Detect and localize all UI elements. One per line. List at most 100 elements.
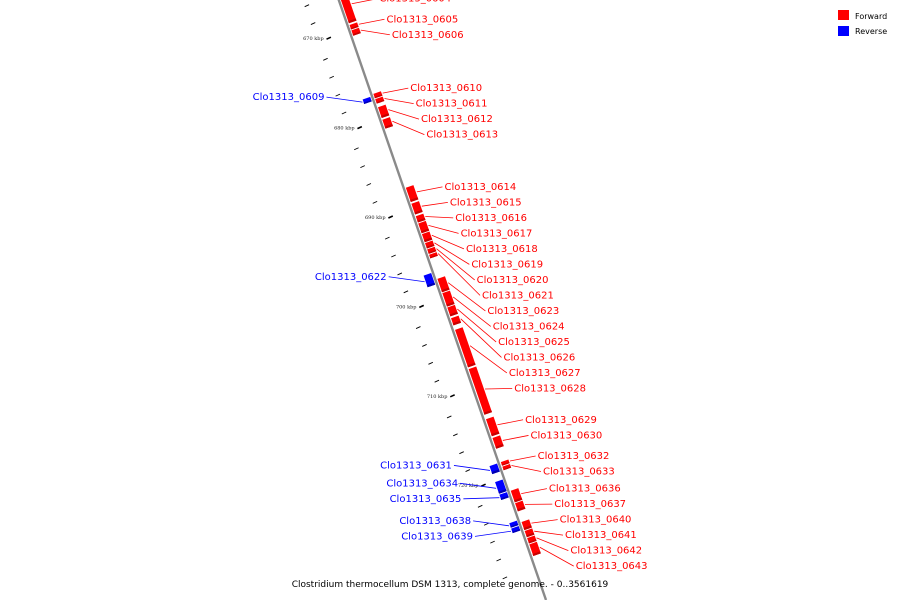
gene-label[interactable]: Clo1313_0614 bbox=[444, 182, 516, 193]
gene-block[interactable] bbox=[362, 96, 372, 105]
tick-label: 720 kbp bbox=[458, 483, 479, 489]
gene-shade bbox=[376, 99, 385, 104]
gene-shade bbox=[517, 506, 526, 512]
minor-tick bbox=[329, 75, 335, 79]
gene-label[interactable]: Clo1313_0637 bbox=[554, 499, 626, 510]
gene-block[interactable] bbox=[511, 526, 521, 534]
gene-label[interactable]: Clo1313_0624 bbox=[493, 321, 565, 332]
gene-block[interactable] bbox=[405, 185, 419, 202]
gene-block[interactable] bbox=[437, 276, 450, 293]
gene-label[interactable]: Clo1313_0641 bbox=[565, 530, 637, 541]
gene-label[interactable]: Clo1313_0626 bbox=[503, 352, 575, 363]
gene-shade bbox=[514, 497, 523, 503]
gene-block[interactable] bbox=[485, 416, 500, 437]
gene-label[interactable]: Clo1313_0617 bbox=[461, 228, 533, 239]
forward-swatch-icon bbox=[838, 10, 849, 20]
gene-label[interactable]: Clo1313_0629 bbox=[525, 415, 597, 426]
gene-block[interactable] bbox=[375, 96, 385, 104]
gene-label[interactable]: Clo1313_0610 bbox=[410, 83, 482, 94]
gene-label[interactable]: Clo1313_0634 bbox=[386, 478, 458, 489]
major-tick bbox=[480, 483, 486, 487]
gene-label[interactable]: Clo1313_0628 bbox=[514, 383, 586, 394]
gene-leader-line bbox=[358, 18, 385, 25]
minor-tick bbox=[422, 344, 427, 347]
legend-item-forward[interactable]: Forward bbox=[838, 10, 887, 21]
gene-label[interactable]: Clo1313_0640 bbox=[560, 515, 632, 526]
legend-label-reverse: Reverse bbox=[855, 27, 887, 36]
gene-block[interactable] bbox=[442, 290, 455, 307]
gene-label[interactable]: Clo1313_0630 bbox=[531, 430, 603, 441]
gene-label[interactable]: Clo1313_0606 bbox=[392, 30, 464, 41]
gene-block[interactable] bbox=[468, 366, 492, 415]
gene-leader-line bbox=[382, 87, 409, 94]
gene-label[interactable]: Clo1313_0621 bbox=[482, 290, 554, 301]
gene-shade bbox=[423, 237, 433, 243]
gene-label[interactable]: Clo1313_0615 bbox=[450, 197, 522, 208]
minor-tick bbox=[465, 469, 471, 472]
gene-shade bbox=[491, 469, 500, 475]
gene-label[interactable]: Clo1313_0623 bbox=[487, 306, 559, 317]
gene-block[interactable] bbox=[337, 0, 357, 24]
gene-label[interactable]: Clo1313_0627 bbox=[509, 368, 581, 379]
gene-label[interactable]: Clo1313_0609 bbox=[253, 92, 325, 103]
minor-tick bbox=[490, 540, 495, 544]
gene-block[interactable] bbox=[427, 246, 437, 254]
gene-leader-line bbox=[326, 96, 363, 103]
gene-label[interactable]: Clo1313_0622 bbox=[315, 272, 387, 283]
gene-label[interactable]: Clo1313_0616 bbox=[455, 213, 527, 224]
gene-shade bbox=[498, 489, 507, 494]
minor-tick bbox=[341, 111, 347, 115]
gene-label[interactable]: Clo1313_0636 bbox=[549, 484, 621, 495]
gene-block[interactable] bbox=[502, 464, 512, 471]
gene-block[interactable] bbox=[373, 91, 383, 99]
gene-leader-line bbox=[425, 216, 454, 219]
gene-label[interactable]: Clo1313_0631 bbox=[380, 460, 452, 471]
minor-tick bbox=[415, 326, 421, 329]
gene-label[interactable]: Clo1313_0605 bbox=[386, 14, 458, 25]
minor-tick bbox=[403, 290, 409, 294]
gene-label[interactable]: Clo1313_0619 bbox=[471, 259, 543, 270]
major-tick bbox=[418, 304, 425, 309]
minor-tick bbox=[453, 433, 458, 437]
gene-leader-line bbox=[534, 530, 564, 536]
gene-block[interactable] bbox=[500, 459, 510, 466]
gene-leader-line bbox=[360, 29, 390, 36]
gene-label[interactable]: Clo1313_0632 bbox=[538, 451, 610, 462]
tick-label: 670 kbp bbox=[303, 36, 324, 42]
gene-label[interactable]: Clo1313_0612 bbox=[421, 114, 493, 125]
gene-leader-line bbox=[536, 537, 569, 551]
gene-label[interactable]: Clo1313_0620 bbox=[477, 275, 549, 286]
tick-label: 680 kbp bbox=[334, 126, 355, 132]
gene-label[interactable]: Clo1313_0618 bbox=[466, 244, 538, 255]
gene-shade bbox=[526, 532, 535, 538]
minor-tick bbox=[335, 93, 341, 97]
gene-label[interactable]: Clo1313_0604 bbox=[379, 0, 451, 5]
minor-tick bbox=[310, 22, 316, 25]
gene-shade bbox=[500, 495, 509, 501]
legend-label-forward: Forward bbox=[855, 12, 887, 21]
gene-label[interactable]: Clo1313_0638 bbox=[399, 516, 471, 527]
gene-label[interactable]: Clo1313_0613 bbox=[426, 130, 498, 141]
minor-tick bbox=[372, 200, 378, 204]
gene-label[interactable]: Clo1313_0611 bbox=[416, 99, 488, 110]
gene-leader-line bbox=[434, 242, 470, 265]
gene-shade bbox=[528, 539, 537, 544]
gene-leader-line bbox=[460, 482, 497, 489]
gene-label[interactable]: Clo1313_0633 bbox=[543, 466, 615, 477]
gene-shade bbox=[363, 100, 372, 105]
gene-block[interactable] bbox=[349, 22, 359, 30]
gene-shade bbox=[501, 462, 510, 466]
gene-block[interactable] bbox=[509, 520, 519, 528]
gene-label[interactable]: Clo1313_0625 bbox=[498, 337, 570, 348]
minor-tick bbox=[354, 147, 359, 151]
gene-block[interactable] bbox=[429, 252, 438, 259]
gene-block[interactable] bbox=[455, 327, 476, 368]
gene-label[interactable]: Clo1313_0635 bbox=[390, 494, 462, 505]
gene-label[interactable]: Clo1313_0639 bbox=[401, 531, 473, 542]
gene-shade bbox=[417, 218, 426, 223]
gene-label[interactable]: Clo1313_0643 bbox=[576, 561, 648, 572]
legend-item-reverse[interactable]: Reverse bbox=[838, 26, 887, 36]
gene-label[interactable]: Clo1313_0642 bbox=[570, 546, 642, 557]
gene-shade bbox=[467, 362, 476, 368]
